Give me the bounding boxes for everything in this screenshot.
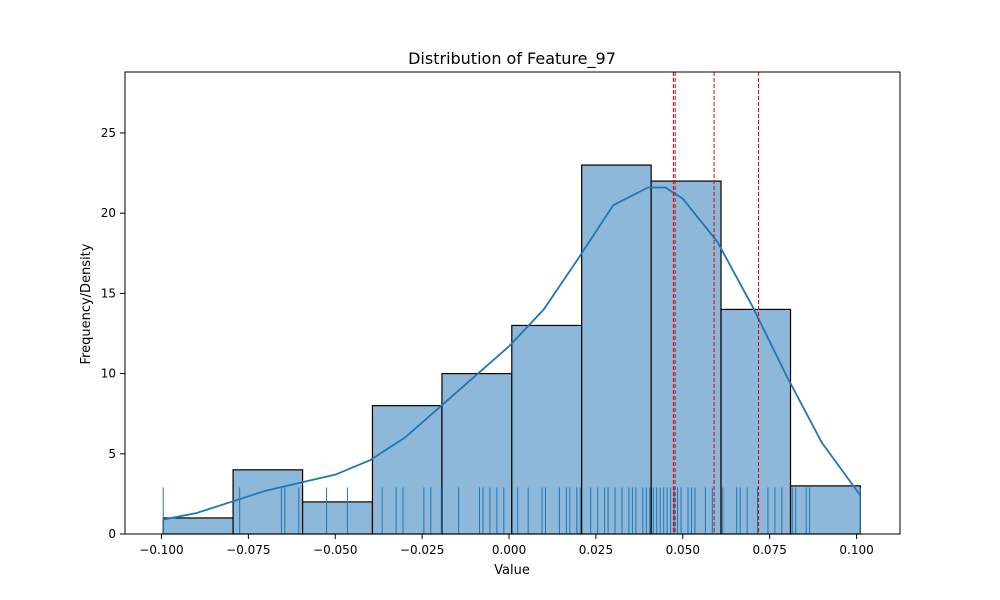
histogram-bar <box>232 469 304 535</box>
histogram-bar <box>650 180 722 535</box>
y-tick-label: 20 <box>101 206 116 220</box>
kde-curve <box>163 186 862 521</box>
histogram-bar <box>581 164 652 535</box>
plot-frame <box>124 71 901 535</box>
x-axis-label: Value <box>494 563 530 578</box>
y-tick-label: 5 <box>108 447 116 461</box>
x-tick-label: 0.050 <box>666 543 700 557</box>
x-tick-label: −0.075 <box>226 543 270 557</box>
plot-area: −0.100 −0.075 −0.050 −0.025 0.000 0.025 0.050 0… <box>101 71 901 557</box>
x-tick-label: 0.075 <box>752 543 786 557</box>
y-tick-label: 25 <box>101 126 116 140</box>
y-tick-label: 15 <box>101 286 116 300</box>
histogram-bar <box>511 324 583 535</box>
histogram-bar <box>789 485 861 535</box>
histogram-bar <box>441 372 513 535</box>
x-tick-label: −0.050 <box>313 543 357 557</box>
histogram-bar <box>371 405 443 535</box>
x-tick-label: 0.000 <box>492 543 526 557</box>
x-tick-label: −0.100 <box>139 543 183 557</box>
histogram-bar <box>162 517 234 535</box>
y-axis-label: Frequency/Density <box>79 243 94 364</box>
x-tick-label: 0.100 <box>839 543 873 557</box>
y-tick-label: 0 <box>108 527 116 541</box>
x-tick-label: 0.025 <box>579 543 613 557</box>
histogram-bar <box>720 308 792 535</box>
x-tick-label: −0.025 <box>400 543 444 557</box>
chart-title: Distribution of Feature_97 <box>408 49 616 69</box>
histogram-bar <box>301 501 374 535</box>
y-tick-label: 10 <box>101 367 116 381</box>
